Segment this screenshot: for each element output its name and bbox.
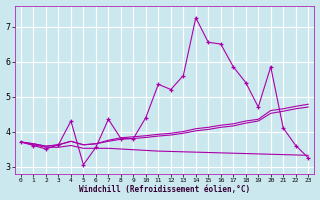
X-axis label: Windchill (Refroidissement éolien,°C): Windchill (Refroidissement éolien,°C) bbox=[79, 185, 250, 194]
